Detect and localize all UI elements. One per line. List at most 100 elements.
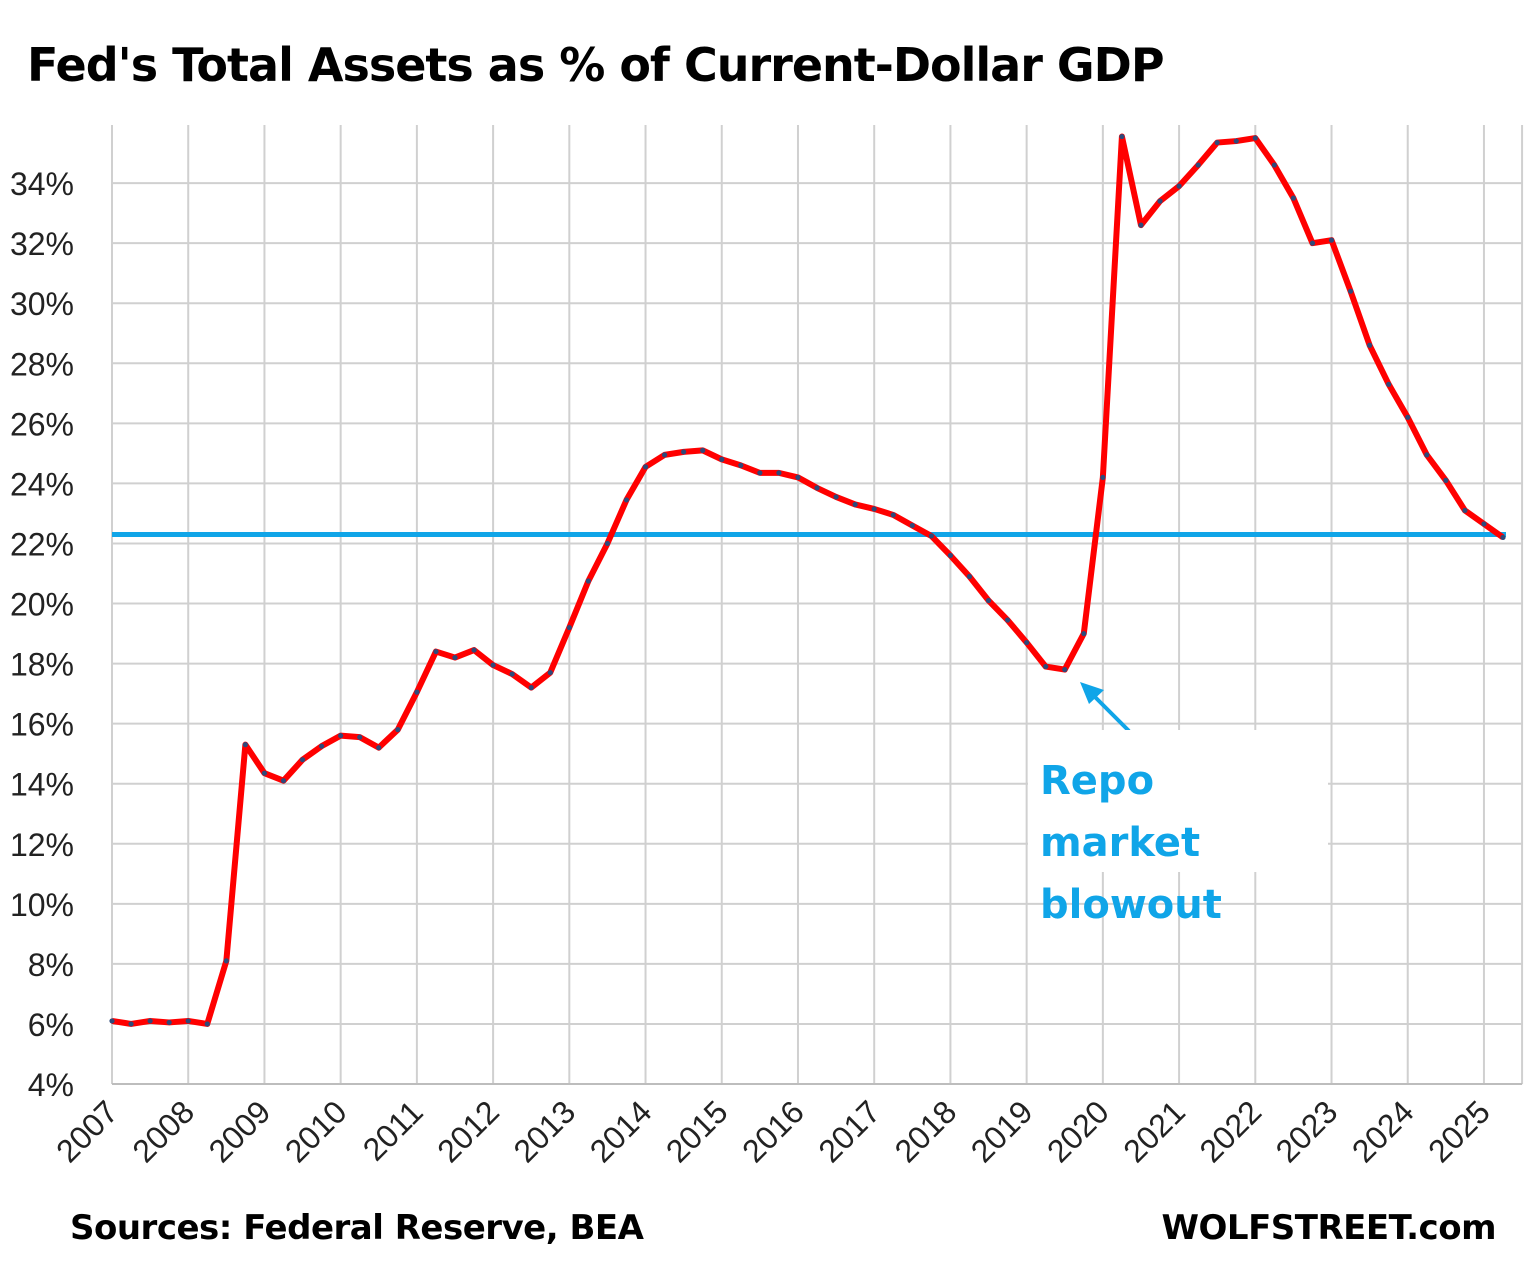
x-tick-label: 2020 [1040,1093,1116,1169]
y-tick-label: 14% [10,767,74,803]
chart-title: Fed's Total Assets as % of Current-Dolla… [27,38,1165,92]
data-point [909,522,915,529]
data-point [757,470,763,476]
data-point [357,734,363,740]
data-point [1271,162,1277,168]
data-point [1290,195,1297,201]
x-tick-label: 2007 [49,1093,125,1169]
x-tick-label: 2010 [278,1093,354,1169]
data-point [1347,288,1354,294]
data-point [338,733,344,739]
y-tick-label: 12% [10,827,74,863]
y-tick-label: 18% [10,647,74,683]
y-tick-label: 26% [10,406,74,442]
data-point [1157,198,1163,204]
data-point [1081,630,1087,637]
data-point [776,470,782,476]
data-point [547,669,553,676]
data-point [1024,639,1030,646]
annotation-line1: Repo market [1040,758,1201,866]
data-point [1405,414,1411,420]
data-point [1462,507,1468,514]
data-point [1176,183,1182,189]
data-point [642,464,649,470]
data-point [700,447,706,453]
y-tick-label: 20% [10,587,74,623]
data-point [681,449,687,455]
data-point [1309,240,1316,246]
y-tick-label: 24% [10,466,74,502]
data-point [376,745,382,751]
data-point [1138,222,1144,228]
data-point [1328,237,1335,243]
x-tick-label: 2013 [506,1093,582,1169]
x-tick-label: 2023 [1269,1093,1345,1169]
data-point [1119,133,1125,140]
data-point [852,501,858,508]
data-point [1004,617,1011,623]
y-tick-label: 22% [10,526,74,562]
x-tick-label: 2024 [1345,1093,1421,1169]
data-point [1100,474,1106,480]
data-point [490,662,496,668]
data-point [128,1021,134,1027]
data-point [814,485,820,491]
y-tick-label: 10% [10,887,74,923]
annotation-repo-market: Repo market blowout [1028,730,1328,928]
data-point [1062,666,1068,673]
data-point [204,1021,210,1027]
y-tick-label: 8% [28,947,74,983]
series-line [111,133,1505,1027]
x-tick-label: 2011 [356,1093,430,1167]
annotation-arrow [1091,693,1131,733]
data-point [985,597,992,604]
data-point [604,540,611,547]
data-point [395,727,401,733]
annotation-line2: blowout [1040,882,1222,928]
x-tick-label: 2025 [1421,1093,1497,1169]
data-point [928,533,934,539]
data-point [280,778,287,784]
data-point [509,671,515,677]
y-tick-label: 34% [10,166,74,202]
x-tick-label: 2022 [1192,1093,1268,1169]
data-point [261,770,268,776]
data-point [166,1019,172,1026]
data-point [833,494,839,500]
source-note: Sources: Federal Reserve, BEA [70,1208,644,1248]
x-tick-label: 2008 [125,1093,201,1169]
data-point [299,757,306,763]
data-point [1214,139,1220,146]
data-point [1500,534,1506,541]
x-tick-label: 2009 [202,1093,278,1169]
data-point [185,1018,191,1024]
data-point [871,506,877,512]
x-tick-label: 2016 [735,1093,811,1169]
data-point [947,552,954,559]
data-point [1386,381,1392,387]
data-point [319,743,325,749]
y-tick-label: 4% [28,1067,74,1103]
data-point [623,497,630,503]
y-tick-label: 16% [10,707,74,743]
data-point [223,958,229,964]
data-point [661,452,668,458]
data-point [414,689,420,695]
data-point [1424,452,1430,458]
x-tick-label: 2018 [888,1093,964,1169]
data-point [966,573,973,580]
data-point [738,462,744,468]
data-point [452,654,458,661]
brand-label: WOLFSTREET.com [1161,1208,1497,1248]
data-point [585,578,591,584]
data-point [1252,135,1258,141]
x-tick-label: 2019 [964,1093,1040,1169]
data-point [1481,521,1487,527]
x-tick-label: 2012 [430,1093,506,1169]
data-point [1367,342,1373,348]
data-point [795,474,801,480]
x-tick-label: 2017 [811,1093,887,1169]
data-point [242,742,248,748]
x-tick-label: 2021 [1116,1093,1192,1169]
